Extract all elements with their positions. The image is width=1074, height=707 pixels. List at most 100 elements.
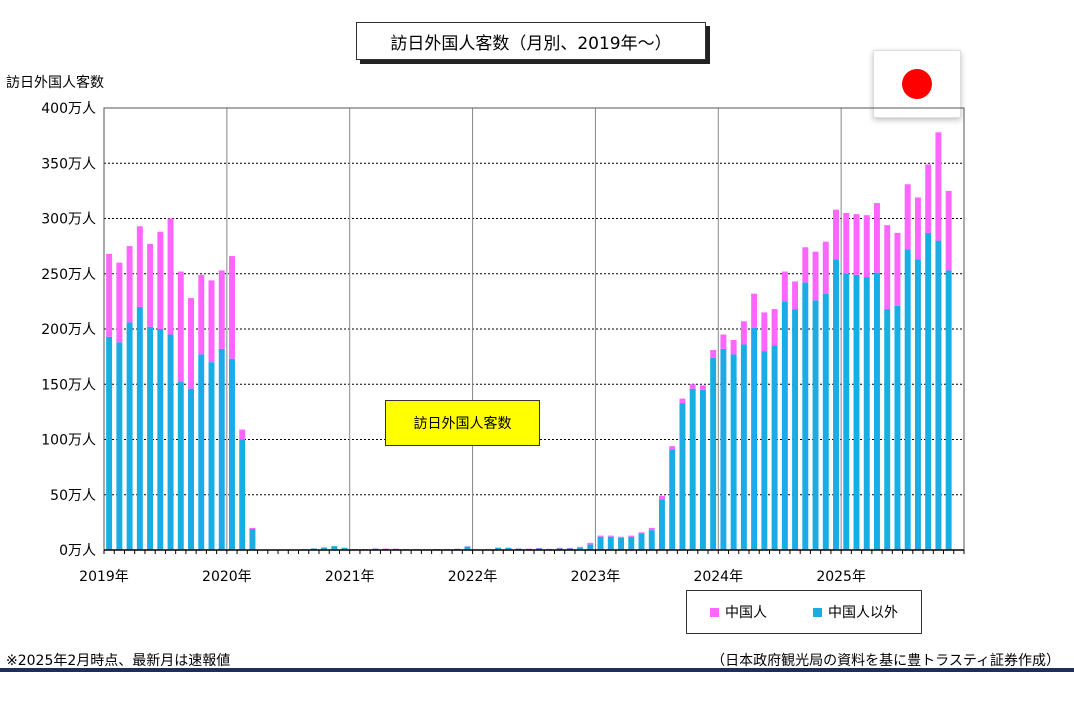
- bar-china: [597, 535, 604, 537]
- bar-china: [689, 384, 696, 389]
- chart-annotation: 訪日外国人客数: [385, 400, 540, 446]
- x-tick-label: 2025年: [816, 569, 866, 585]
- bar-other: [751, 327, 758, 550]
- bar-other: [904, 249, 911, 550]
- bar-other: [239, 439, 246, 550]
- y-tick-label: 0万人: [59, 543, 96, 559]
- x-tick-label: 2023年: [571, 569, 621, 585]
- footnote-right: （日本政府観光局の資料を基に豊トラスティ証券作成）: [711, 653, 1060, 669]
- bar-other: [659, 499, 665, 550]
- bar-other: [341, 547, 348, 550]
- bar-china: [863, 215, 870, 278]
- bar-china: [935, 132, 942, 241]
- x-tick-label: 2019年: [79, 569, 129, 585]
- bar-other: [198, 354, 205, 550]
- bar-china: [874, 203, 880, 273]
- bar-other: [699, 389, 706, 550]
- bar-other: [136, 306, 143, 550]
- bar-china: [720, 334, 727, 349]
- bar-china: [812, 251, 819, 301]
- bar-other: [894, 305, 901, 550]
- bar-china: [914, 197, 921, 260]
- bar-other: [914, 259, 921, 550]
- bar-china: [945, 190, 952, 271]
- bar-other: [126, 322, 133, 550]
- y-tick-label: 150万人: [41, 377, 96, 393]
- y-tick-label: 250万人: [41, 267, 96, 283]
- bar-other: [321, 547, 328, 550]
- x-tick-label: 2024年: [693, 569, 743, 585]
- bar-china: [648, 527, 655, 531]
- bar-other: [822, 293, 829, 550]
- bar-other: [812, 300, 819, 550]
- bar-china: [771, 309, 778, 346]
- bar-other: [106, 336, 113, 550]
- bar-other: [781, 301, 788, 550]
- bar-other: [863, 277, 870, 550]
- y-axis-title: 訪日外国人客数: [6, 75, 104, 91]
- bar-china: [198, 274, 205, 355]
- bar-other: [495, 547, 502, 550]
- bar-other: [249, 529, 256, 550]
- bar-china: [167, 218, 174, 335]
- legend-item-other: 中国人以外: [813, 602, 898, 622]
- bar-other: [710, 357, 717, 550]
- bar-other: [853, 274, 860, 550]
- bar-china: [106, 253, 113, 337]
- bar-other: [536, 548, 543, 550]
- bar-china: [904, 184, 911, 250]
- y-tick-label: 300万人: [41, 212, 96, 228]
- bar-china: [740, 321, 747, 345]
- bar-china: [638, 532, 645, 534]
- legend-label-china: 中国人: [725, 605, 767, 621]
- bar-china: [126, 246, 133, 323]
- bar-other: [638, 533, 645, 550]
- bar-other: [597, 536, 604, 550]
- x-tick-label: 2022年: [448, 569, 498, 585]
- bar-other: [884, 309, 891, 550]
- bar-china: [177, 271, 184, 383]
- bar-other: [740, 344, 747, 550]
- bar-china: [556, 547, 563, 549]
- bar-other: [761, 351, 768, 550]
- bar-china: [669, 446, 676, 450]
- y-tick-label: 400万人: [41, 101, 96, 117]
- bar-china: [218, 270, 225, 349]
- bar-other: [147, 326, 154, 550]
- bar-other: [587, 544, 594, 550]
- bar-other: [669, 449, 676, 550]
- chart-title-text: 訪日外国人客数（月別、2019年～）: [390, 33, 672, 54]
- bar-other: [229, 358, 235, 550]
- bar-china: [577, 546, 584, 548]
- bar-china: [628, 535, 635, 537]
- bar-other: [730, 354, 737, 550]
- legend-swatch-other: [813, 607, 822, 617]
- japan-flag-icon: [902, 69, 932, 99]
- y-tick-label: 200万人: [41, 322, 96, 338]
- bar-china: [208, 280, 215, 363]
- bar-china: [833, 209, 839, 260]
- bar-other: [802, 282, 809, 550]
- bar-china: [894, 232, 901, 306]
- bar-other: [177, 382, 184, 550]
- bar-other: [648, 530, 655, 550]
- bar-other: [577, 547, 584, 550]
- bar-china: [618, 536, 624, 538]
- bar-china: [781, 271, 788, 302]
- bar-other: [310, 548, 317, 550]
- bar-china: [249, 527, 256, 530]
- bar-china: [566, 547, 573, 549]
- bar-other: [331, 546, 338, 550]
- bar-china: [761, 312, 768, 352]
- bar-other: [116, 342, 123, 550]
- bar-other: [935, 240, 942, 550]
- bar-china: [792, 281, 799, 310]
- bar-other: [689, 388, 696, 550]
- bar-china: [147, 243, 154, 327]
- bar-china: [710, 349, 717, 358]
- chart-title: 訪日外国人客数（月別、2019年～）: [356, 22, 706, 60]
- bar-other: [208, 362, 215, 550]
- bar-china: [822, 241, 829, 294]
- bar-other: [618, 537, 624, 550]
- y-tick-label: 50万人: [50, 488, 96, 504]
